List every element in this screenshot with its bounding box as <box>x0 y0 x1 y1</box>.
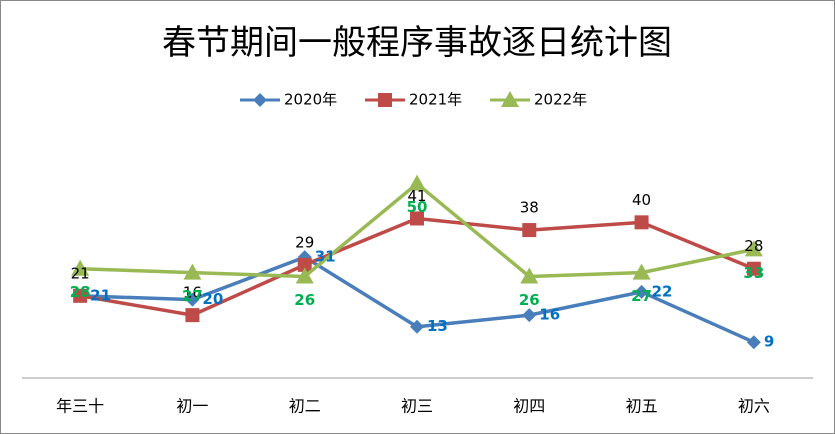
marker <box>522 308 537 323</box>
data-label: 16 <box>183 284 202 302</box>
marker <box>746 261 761 276</box>
marker <box>744 240 763 257</box>
x-tick-label: 年三十 <box>56 397 104 416</box>
x-tick-label: 初六 <box>738 397 770 416</box>
marker <box>632 263 651 280</box>
data-label: 31 <box>315 248 336 266</box>
data-label: 38 <box>520 199 539 217</box>
data-label: 9 <box>764 333 774 351</box>
data-label: 26 <box>294 291 315 309</box>
marker <box>408 174 426 191</box>
data-label: 33 <box>743 264 764 282</box>
x-tick-label: 初一 <box>176 397 208 416</box>
marker <box>295 267 314 284</box>
marker <box>634 215 649 230</box>
x-tick-label: 初五 <box>626 397 658 416</box>
marker <box>410 211 424 226</box>
legend-label: 2022年 <box>534 91 587 109</box>
data-label: 28 <box>744 237 763 255</box>
x-tick-label: 初四 <box>513 397 545 416</box>
data-label: 27 <box>182 287 203 305</box>
marker <box>522 223 537 238</box>
data-label: 50 <box>407 198 428 216</box>
marker <box>378 93 392 107</box>
marker <box>634 284 649 299</box>
data-label: 13 <box>427 317 448 335</box>
marker <box>520 267 539 284</box>
data-label: 40 <box>632 191 651 209</box>
data-label: 41 <box>407 187 426 205</box>
data-label: 29 <box>295 233 314 251</box>
x-tick-label: 初二 <box>289 397 321 416</box>
marker <box>185 292 200 307</box>
data-label: 27 <box>631 287 652 305</box>
marker <box>297 257 312 272</box>
legend-label: 2020年 <box>284 91 337 109</box>
data-label: 16 <box>539 306 560 324</box>
marker <box>183 263 202 280</box>
x-tick-label: 初三 <box>401 397 433 416</box>
marker <box>71 259 90 276</box>
marker <box>253 93 267 107</box>
data-label: 21 <box>90 286 111 304</box>
data-label: 21 <box>71 264 90 282</box>
marker <box>73 288 88 303</box>
data-label: 20 <box>202 290 223 308</box>
marker <box>185 308 200 323</box>
data-label: 22 <box>652 282 673 300</box>
marker <box>501 91 519 107</box>
marker <box>746 335 761 350</box>
marker <box>410 319 424 334</box>
data-label: 28 <box>70 283 91 301</box>
data-label: 26 <box>519 291 540 309</box>
legend-label: 2021年 <box>409 91 462 109</box>
chart-title: 春节期间一般程序事故逐日统计图 <box>162 23 672 63</box>
